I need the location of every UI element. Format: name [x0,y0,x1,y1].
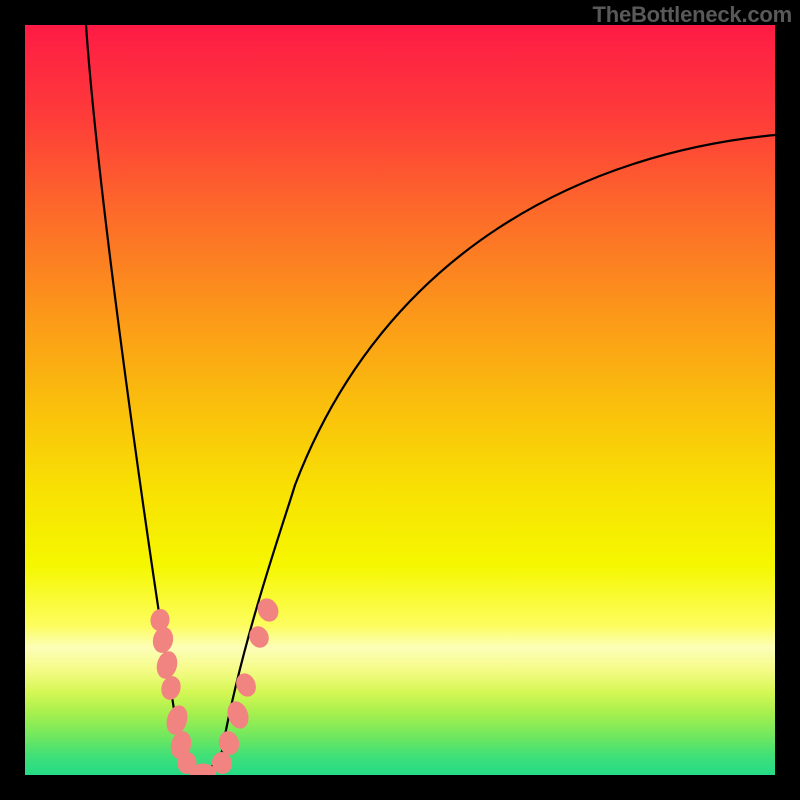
chart-frame: TheBottleneck.com [0,0,800,800]
watermark-text: TheBottleneck.com [592,2,792,28]
gradient-background [25,25,775,775]
chart-plot-area [25,25,775,775]
bottleneck-curve-chart [25,25,775,775]
